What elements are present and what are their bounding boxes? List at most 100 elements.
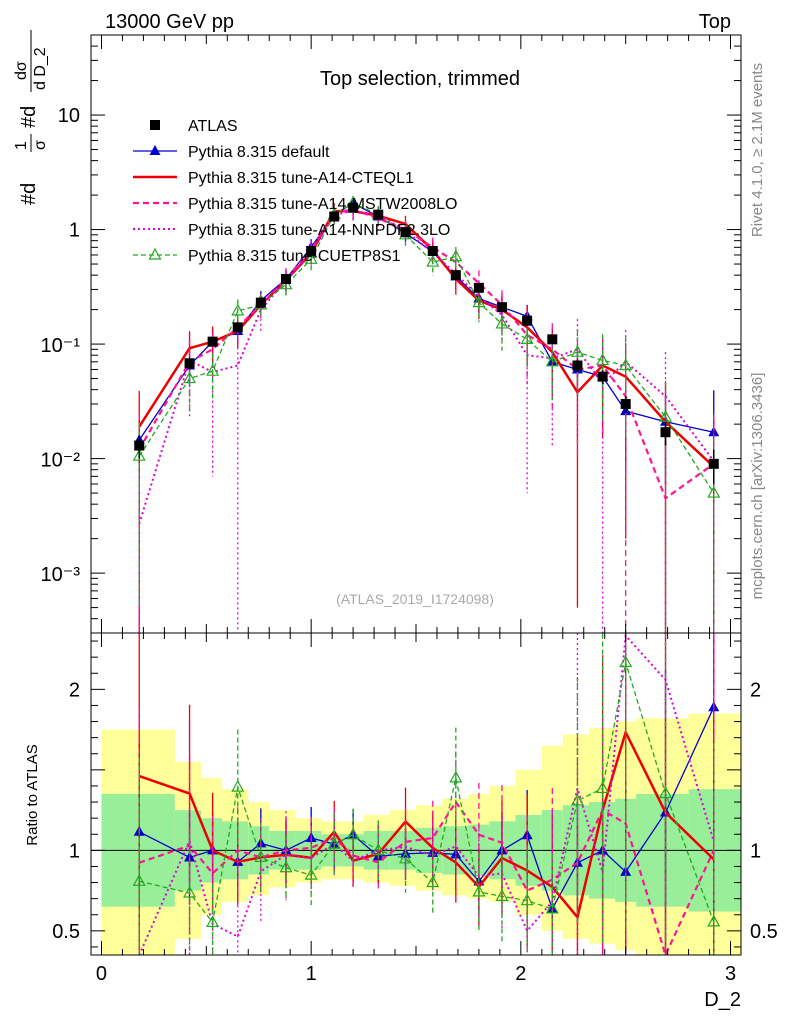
ratio-uncertainty-bands	[101, 713, 741, 955]
main-y-axis-label: #d 1 σ #d dσ d D_2	[13, 30, 49, 205]
x-tick-label: 1	[306, 963, 317, 985]
ratio-point	[426, 875, 440, 888]
main-point	[281, 274, 291, 285]
main-series-atlas	[134, 202, 719, 485]
x-axis-label: D_2	[704, 989, 741, 1011]
main-series-pythia-8-315-tune-a14-cteql1	[138, 203, 715, 633]
ratio-point	[254, 850, 268, 862]
main-point	[520, 332, 534, 344]
legend-entry: Pythia 8.315 tune-A14-CTEQL1	[133, 170, 414, 187]
ratio-point	[545, 901, 559, 914]
main-point	[547, 334, 558, 345]
main-y-tick-label: 10	[58, 105, 80, 127]
ratio-point	[707, 914, 721, 927]
mcplots-label: mcplots.cern.ch [arXiv:1306.3436]	[749, 373, 766, 600]
x-tick-label: 2	[515, 963, 526, 985]
main-point	[184, 358, 195, 369]
ratio-point	[304, 867, 318, 880]
ratio-point	[206, 915, 220, 928]
ratio-y-tick-label-left: 0.5	[52, 921, 80, 943]
legend-label: Pythia 8.315 tune-A14-CTEQL1	[188, 170, 414, 187]
main-point	[522, 315, 533, 326]
ylabel-dd2: d D_2	[32, 47, 49, 90]
main-point	[329, 211, 340, 222]
ratio-point	[619, 655, 633, 668]
main-point	[619, 358, 633, 371]
main-point	[449, 249, 463, 262]
legend-label: Pythia 8.315 tune-A14-MSTW2008LO	[188, 196, 457, 213]
main-point	[373, 209, 384, 220]
main-series-group	[132, 195, 721, 633]
main-point	[570, 344, 584, 357]
ratio-series-pythia-8-315-tune-cuetp8s1	[132, 633, 721, 955]
main-point	[206, 363, 220, 376]
main-point	[231, 303, 245, 316]
legend-entry: Pythia 8.315 tune-A14-MSTW2008LO	[133, 196, 457, 213]
main-point	[183, 371, 197, 384]
ratio-y-tick-label-right: 0.5	[750, 921, 778, 943]
main-series-pythia-8-315-tune-cuetp8s1	[132, 195, 721, 633]
ratio-series-line	[138, 800, 715, 959]
legend-marker	[150, 120, 160, 130]
main-point	[545, 354, 559, 367]
ylabel-one: 1	[13, 141, 30, 150]
main-point	[400, 227, 411, 238]
ylabel-dsigma: dσ	[13, 61, 30, 80]
ratio-point	[472, 884, 486, 897]
main-point	[597, 371, 608, 382]
analysis-label: (ATLAS_2019_I1724098)	[336, 591, 494, 607]
main-point	[304, 252, 318, 264]
main-point	[707, 485, 721, 498]
ratio-series-line	[138, 706, 715, 911]
ratio-point	[327, 836, 341, 849]
legend-label: Pythia 8.315 tune-CUETP8S1	[188, 248, 401, 265]
main-point	[207, 336, 218, 347]
main-y-tick-label: 10⁻³	[41, 564, 81, 586]
main-point	[473, 282, 484, 293]
ratio-point	[279, 860, 293, 873]
main-point	[572, 360, 583, 371]
main-point	[620, 398, 631, 409]
main-point	[255, 297, 266, 308]
ratio-series-line	[139, 662, 715, 924]
rivet-version-label: Rivet 4.1.0, ≥ 2.1M events	[749, 63, 766, 237]
legend-marker	[148, 247, 162, 260]
ratio-point	[495, 889, 509, 901]
main-y-tick-label: 1	[69, 220, 80, 242]
ratio-series-group	[132, 633, 721, 959]
ratio-series-line	[138, 633, 715, 956]
main-point	[659, 409, 673, 422]
ratio-y-tick-label-right: 2	[750, 679, 761, 701]
ratio-point	[346, 827, 360, 840]
main-y-tick-label: 10⁻²	[41, 450, 81, 472]
legend-entry: Pythia 8.315 tune-A14-NNPDF2.3LO	[133, 222, 450, 239]
ratio-point	[183, 885, 197, 898]
ratio-y-tick-label-left: 1	[69, 840, 80, 862]
ratio-point	[659, 786, 673, 799]
ratio-point	[520, 893, 534, 906]
main-point	[426, 254, 440, 267]
main-point	[134, 440, 145, 451]
main-point	[348, 202, 359, 213]
legend-marker	[149, 145, 161, 155]
main-point	[306, 245, 317, 256]
ratio-point	[231, 779, 245, 792]
legend-label: ATLAS	[188, 118, 238, 135]
main-point	[472, 295, 486, 308]
main-point	[132, 448, 146, 461]
main-series-line	[138, 202, 714, 441]
ratio-y-tick-label-right: 1	[750, 840, 761, 862]
ylabel-hash-2: #d	[18, 106, 40, 128]
chart-title: Top selection, trimmed	[320, 68, 520, 90]
main-y-tick-label: 10⁻¹	[41, 335, 81, 357]
ratio-point	[596, 781, 610, 794]
main-point	[496, 302, 507, 313]
ratio-point	[399, 851, 413, 864]
main-point	[427, 245, 438, 256]
legend-label: Pythia 8.315 tune-A14-NNPDF2.3LO	[188, 222, 450, 239]
main-point	[596, 353, 610, 366]
ratio-point	[570, 793, 584, 806]
ratio-series-line	[138, 728, 715, 920]
axes-group: 0 1 2 3 10 1 10⁻¹ 10⁻² 10⁻³ 2 2 1 1 0.5 0.5	[41, 34, 778, 985]
